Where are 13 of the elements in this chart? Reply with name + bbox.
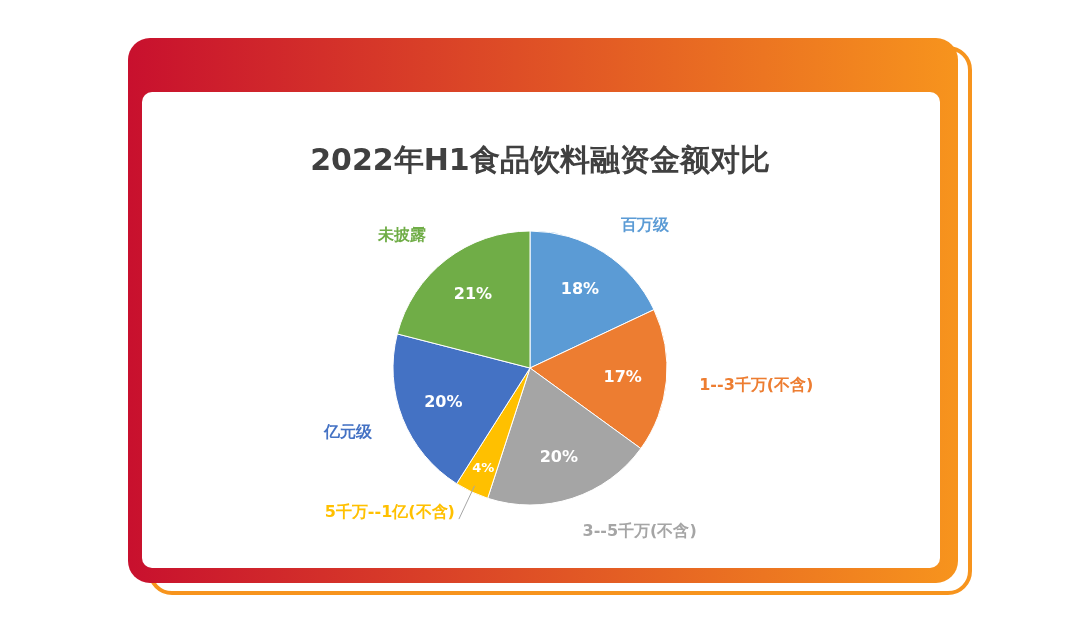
slice-label: 3--5千万(不含) [582,520,697,540]
data-label: 18% [560,279,600,299]
slice-label: 百万级 [620,215,671,235]
data-label: 21% [453,284,493,304]
data-label: 20% [424,392,463,412]
slice-label: 未披露 [376,224,426,244]
data-label: 20% [539,446,578,466]
slice-label: 5千万--1亿(不含) [324,502,455,522]
slice-label: 1--3千万(不含) [699,375,814,394]
data-label: 4% [472,460,495,476]
data-label: 17% [603,366,642,386]
slice-label: 亿元级 [322,421,373,441]
chart-title: 2022年H1食品饮料融资金额对比 [310,142,770,177]
